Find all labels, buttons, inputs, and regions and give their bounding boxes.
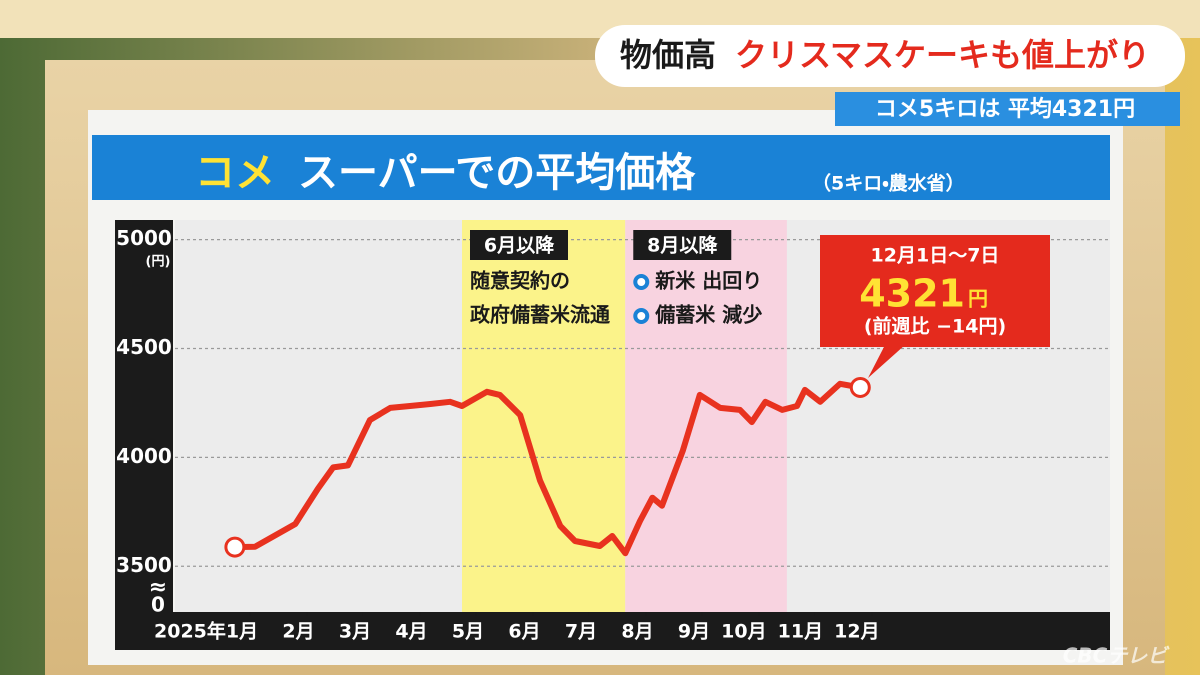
x-tick-label: 2月 xyxy=(282,621,314,643)
band-label-box xyxy=(469,230,568,260)
chart-subtitle: スーパーでの平均価格 xyxy=(298,150,696,196)
y-break-label: 0 xyxy=(151,593,165,617)
x-tick-label: 10月 xyxy=(721,621,766,643)
endpoint-marker xyxy=(849,376,871,398)
subline-box xyxy=(835,92,1180,126)
band-label: 8月以降 xyxy=(647,234,718,257)
bullet xyxy=(633,308,650,324)
x-tick-label: 5月 xyxy=(452,621,484,643)
band-note: 政府備蓄米流通 xyxy=(470,303,611,327)
callout-change: (前週比 −14円) xyxy=(864,315,1006,338)
y-unit: (円) xyxy=(146,255,171,270)
y-tick-label: 3500 xyxy=(116,553,172,577)
band-note: 随意契約の xyxy=(470,269,570,293)
callout-date: 12月1日～7日 xyxy=(871,245,1000,267)
x-tick-label: 8月 xyxy=(621,621,653,643)
callout-unit: 円 xyxy=(968,287,988,311)
x-tick-label: 3月 xyxy=(339,621,371,643)
x-tick-label: 2025年1月 xyxy=(154,620,258,643)
x-axis-strip xyxy=(160,612,1110,650)
period-band xyxy=(625,220,787,612)
bullet xyxy=(633,274,650,290)
y-tick-label: 4500 xyxy=(116,335,172,359)
chart-title: コメ xyxy=(195,150,275,196)
y-tick-label: 4000 xyxy=(116,444,172,468)
x-tick-label: 11月 xyxy=(778,621,823,643)
subline: コメ5キロは 平均4321円 xyxy=(875,96,1135,122)
endpoint-marker xyxy=(224,536,246,558)
y-tick-label: 5000 xyxy=(116,226,172,250)
band-note: 新米 出回り xyxy=(654,269,762,293)
callout-pointer xyxy=(868,345,905,378)
plot xyxy=(175,220,1110,616)
band-label-box xyxy=(633,230,732,260)
y-axis-strip xyxy=(115,220,173,650)
axis-break-mark: ≈ xyxy=(149,575,167,600)
title-banner xyxy=(92,135,1110,200)
watermark: CBCテレビ xyxy=(1063,644,1171,668)
callout-value: 4321 xyxy=(859,272,965,316)
band-note: 備蓄米 減少 xyxy=(654,303,762,327)
x-tick-label: 6月 xyxy=(508,621,540,643)
x-tick-label: 4月 xyxy=(395,621,427,643)
headline: クリスマスケーキも値上がり xyxy=(735,36,1150,74)
headline-box xyxy=(595,25,1185,87)
callout-box xyxy=(820,235,1050,347)
headline-tag: 物価高 xyxy=(620,36,716,74)
x-tick-label: 12月 xyxy=(834,621,879,643)
band-label: 6月以降 xyxy=(484,234,555,257)
chart-source: （5キロ・農水省） xyxy=(812,172,965,195)
x-tick-label: 7月 xyxy=(565,621,597,643)
x-tick-label: 9月 xyxy=(678,621,710,643)
price-line xyxy=(231,380,864,557)
